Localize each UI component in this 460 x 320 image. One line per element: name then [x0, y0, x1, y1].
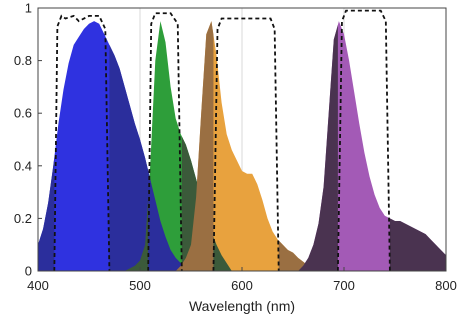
emission-overlap-1-2 — [109, 44, 197, 271]
x-tick-label-800: 800 — [435, 278, 457, 293]
x-axis: 400 500 600 700 800 — [27, 267, 457, 293]
emission-overlap-3-1 — [175, 21, 214, 272]
x-tick-label-600: 600 — [231, 278, 253, 293]
y-tick-label-0.8: 0.8 — [14, 53, 32, 68]
emission-overlap-3-2 — [278, 240, 314, 271]
filter-passband-1 — [53, 14, 111, 272]
emission-overlap-4-1 — [298, 24, 338, 271]
filter-passband-3 — [212, 17, 280, 272]
x-tick-label-700: 700 — [333, 278, 355, 293]
emission-overlap-2-1 — [124, 197, 149, 271]
x-tick-label-500: 500 — [129, 278, 151, 293]
emission-overlap-4-2 — [389, 218, 446, 271]
x-tick-label-400: 400 — [27, 278, 49, 293]
y-tick-label-0: 0 — [25, 264, 32, 279]
filter-passbands — [53, 9, 391, 272]
y-tick-label-0.6: 0.6 — [14, 106, 32, 121]
emission-overlap-1-1 — [38, 157, 55, 271]
y-tick-label-1: 1 — [25, 1, 32, 16]
filter-passband-2 — [147, 12, 183, 272]
y-tick-label-0.2: 0.2 — [14, 211, 32, 226]
y-tick-label-0.4: 0.4 — [14, 158, 32, 173]
y-axis: 0 0.2 0.4 0.6 0.8 1 — [14, 1, 42, 279]
emission-overlaps — [38, 21, 446, 272]
x-axis-title: Wavelength (nm) — [189, 298, 295, 314]
